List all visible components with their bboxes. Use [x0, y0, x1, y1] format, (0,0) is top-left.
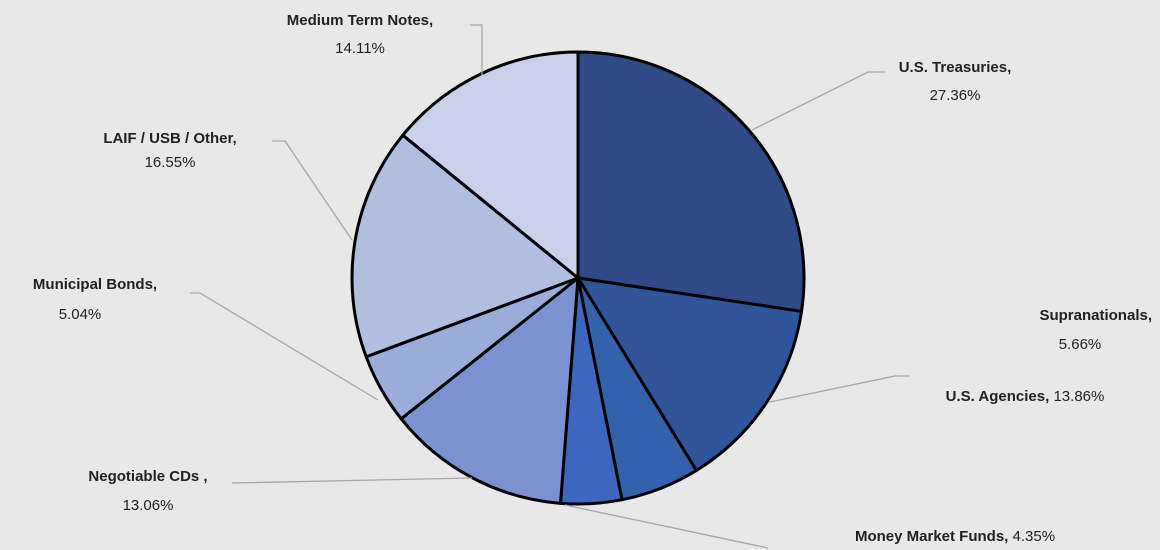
- leader-line: [769, 375, 910, 403]
- label-value: 5.04%: [59, 306, 102, 323]
- label-value: 13.06%: [123, 497, 174, 514]
- label-name: U.S. Agencies,: [946, 388, 1050, 405]
- pie-slice: [399, 276, 580, 505]
- leader-line: [470, 24, 483, 75]
- pie-slice: [350, 133, 580, 359]
- label-name: Municipal Bonds,: [33, 276, 157, 293]
- pie-slice: [576, 50, 806, 313]
- label-name: Supranationals,: [1039, 307, 1152, 324]
- label-name: Money Market Funds,: [855, 528, 1008, 545]
- leader-line: [564, 504, 769, 549]
- label-value: 14.11%: [335, 40, 385, 57]
- leader-line: [231, 477, 473, 484]
- label-name: Negotiable CDs ,: [88, 468, 207, 485]
- label-value: 13.86%: [1049, 388, 1104, 405]
- pie-slice: [401, 50, 580, 280]
- label-value: 5.66%: [1059, 336, 1102, 353]
- label-name: Medium Term Notes,: [287, 12, 433, 29]
- pie-slice: [576, 276, 804, 473]
- leader-line: [272, 140, 353, 241]
- label-value: 27.36%: [930, 87, 981, 104]
- leader-line: [190, 292, 379, 401]
- leader-line: [751, 71, 885, 131]
- label-name: LAIF / USB / Other,: [103, 130, 236, 147]
- data-label: U.S. Agencies, 13.86%: [946, 388, 1105, 405]
- label-name: U.S. Treasuries,: [899, 59, 1012, 76]
- data-label: Money Market Funds, 4.35%: [855, 528, 1055, 545]
- label-value: 16.55%: [145, 154, 196, 171]
- label-value: 4.35%: [1008, 528, 1055, 545]
